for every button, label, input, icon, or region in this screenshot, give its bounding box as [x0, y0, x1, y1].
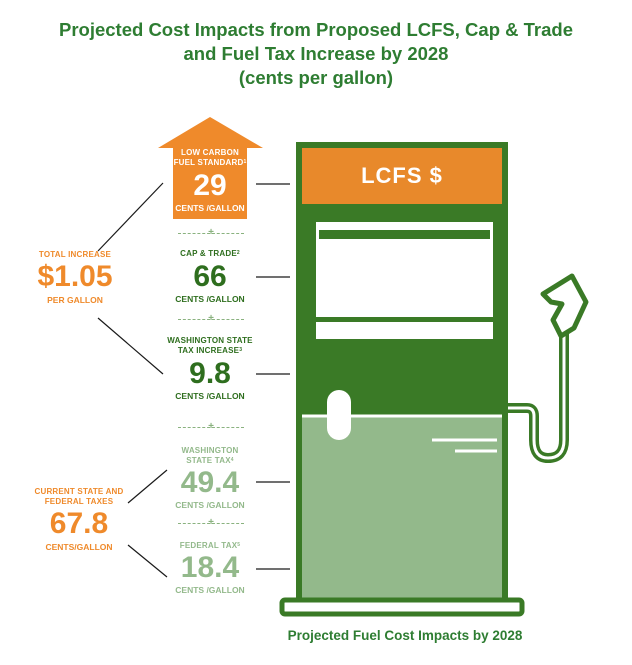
cap-trade-label: CAP & TRADE2 [180, 249, 240, 258]
wa-state-tax-label: WASHINGTON STATE TAX4 [181, 446, 239, 465]
wa-tax-increase-value: 9.8 [189, 357, 231, 390]
current-taxes-unit: CENTS/GALLON [45, 542, 113, 552]
lcfs-label: LOW CARBON FUEL STANDARD1 [163, 148, 257, 168]
plus-1: + [208, 227, 214, 238]
plus-4: + [208, 517, 214, 528]
footnote-1: 1 [243, 159, 247, 165]
pump-body [279, 142, 525, 617]
lcfs-value: 29 [193, 169, 227, 202]
chart-title: Projected Cost Impacts from Proposed LCF… [0, 18, 632, 90]
federal-tax-unit: CENTS /GALLON [175, 585, 245, 595]
plus-2: + [208, 313, 214, 324]
total-increase-unit: PER GALLON [47, 295, 103, 305]
plus-3: + [208, 421, 214, 432]
wa-state-tax-unit: CENTS /GALLON [175, 500, 245, 510]
lcfs-unit: CENTS /GALLON [175, 203, 245, 213]
pump-sign-label: LCFS $ [361, 163, 443, 188]
separator-2 [178, 319, 244, 320]
cap-trade-unit: CENTS /GALLON [175, 294, 245, 304]
connector-lines [97, 182, 290, 578]
nozzle-hose [500, 303, 569, 463]
title-line-3: (cents per gallon) [238, 67, 394, 88]
separator-3 [178, 427, 244, 428]
footnote-5: 5 [237, 542, 241, 548]
separator-4 [178, 523, 244, 524]
nozzle-handle [540, 273, 589, 339]
federal-tax-value: 18.4 [180, 551, 240, 584]
current-taxes-value: 67.8 [49, 507, 109, 540]
total-increase-label: TOTAL INCREASE [38, 250, 112, 259]
total-increase-value: $1.05 [37, 260, 113, 293]
wa-tax-increase-label: WASHINGTON STATE TAX INCREASE3 [167, 336, 253, 355]
footnote-4: 4 [230, 457, 234, 463]
lcfs-label-line-1: LOW CARBON [181, 148, 239, 157]
separator-1 [178, 233, 244, 234]
federal-tax-label: FEDERAL TAX5 [179, 541, 241, 550]
title-line-1: Projected Cost Impacts from Proposed LCF… [59, 19, 573, 40]
title-line-2: and Fuel Tax Increase by 2028 [183, 43, 449, 64]
footnote-3: 3 [239, 347, 243, 353]
up-arrow-shape [158, 117, 263, 219]
wa-tax-increase-unit: CENTS /GALLON [175, 391, 245, 401]
pump-caption: Projected Fuel Cost Impacts by 2028 [287, 628, 523, 643]
wa-state-tax-value: 49.4 [180, 466, 240, 499]
footnote-2: 2 [236, 250, 240, 256]
cap-trade-value: 66 [193, 260, 227, 293]
lcfs-label-line-2: FUEL STANDARD [173, 158, 244, 167]
current-taxes-label: CURRENT STATE AND FEDERAL TAXES [34, 487, 124, 506]
